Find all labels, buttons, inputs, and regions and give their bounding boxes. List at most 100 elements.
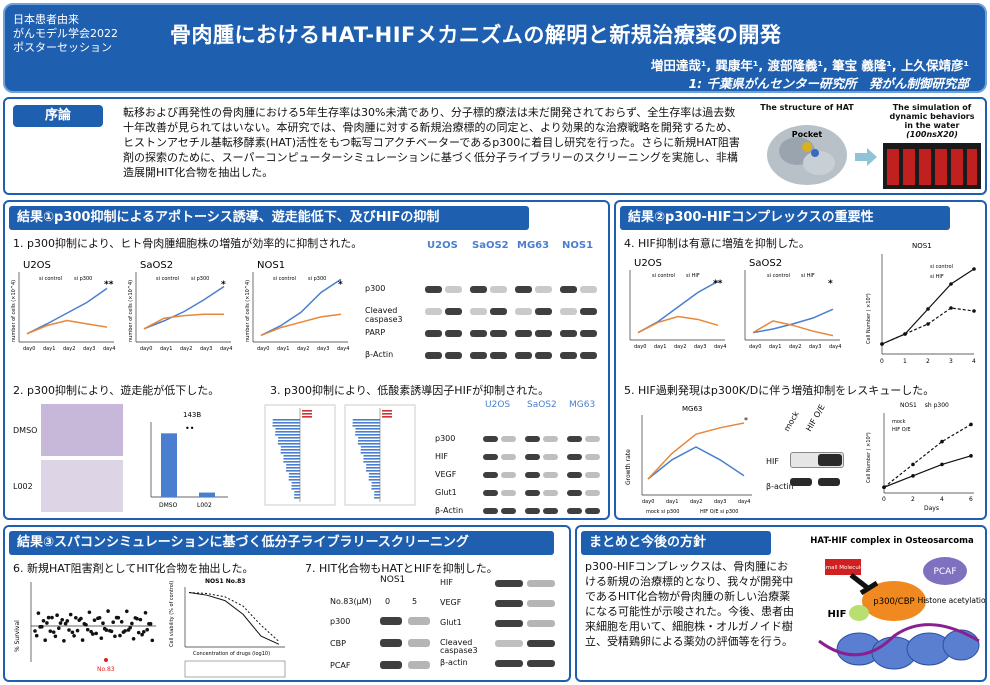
wb4-row-label: PCAF	[330, 661, 351, 670]
result1-sub2: 2. p300抑制により、遊走能が低下した。	[13, 384, 220, 397]
graph-title: U2OS	[634, 258, 662, 269]
wb-band	[445, 352, 462, 359]
wb4-row-label: p300	[330, 617, 351, 626]
gsea-bar	[275, 431, 300, 433]
wb-band	[543, 490, 558, 496]
gsea-bar	[286, 470, 300, 472]
gsea-bar	[294, 494, 300, 496]
wb-band	[495, 640, 523, 647]
wb-band	[525, 454, 540, 460]
acetylation-label: Histone acetylation	[918, 596, 985, 605]
series-line	[26, 287, 108, 335]
wb1-cell-label: MG63	[517, 240, 550, 251]
wb4-dose-label: No.83(μM)	[330, 597, 372, 606]
series-line	[143, 285, 225, 330]
wb-band	[585, 490, 600, 496]
x-tick-label: day1	[666, 499, 678, 505]
wb-band	[527, 620, 555, 627]
wb4-dose-0: 0	[385, 597, 391, 606]
series-line	[883, 423, 972, 488]
series-line	[752, 320, 834, 337]
wb-band	[535, 286, 552, 293]
series-line	[637, 280, 719, 334]
wb-band	[543, 472, 558, 478]
data-point	[136, 630, 141, 635]
data-point	[45, 621, 49, 625]
gsea-bar	[374, 491, 380, 493]
series-line	[883, 455, 972, 488]
wb-band	[560, 286, 577, 293]
x-tick-label: 2	[926, 358, 930, 365]
author-list: 増田達哉¹, 巽康年¹, 渡部隆義¹, 筆宝 義隆¹, 上久保靖彦¹	[650, 58, 969, 73]
legend-kd: si HIF	[930, 274, 944, 280]
data-point	[41, 618, 46, 623]
x-tick-label: 4	[972, 358, 976, 365]
significance-mark: *	[338, 280, 343, 290]
label-dmso: DMSO	[13, 426, 38, 435]
wb-band	[567, 436, 582, 442]
wb-band	[470, 308, 487, 315]
x-tick-label: day4	[337, 346, 349, 352]
intro-text: 転移および再発性の骨肉腫における5年生存率は30%未満であり、分子標的療法は未だ…	[123, 106, 740, 179]
summary-heading: まとめと今後の方針	[581, 531, 771, 555]
x-tick-label: day0	[140, 346, 152, 352]
legend-mock: mock si p300	[646, 509, 679, 515]
wb-band	[501, 472, 516, 478]
data-point	[131, 636, 136, 641]
wb1-row-label: β-Actin	[365, 350, 394, 359]
y-axis-label: number of cells (×10^4)	[128, 280, 134, 342]
data-point	[940, 439, 944, 444]
series-line	[260, 278, 342, 337]
y-axis-label: number of cells (×10^4)	[245, 280, 251, 342]
data-point	[972, 309, 976, 313]
result1-heading: 結果①p300抑制によるアポトーシス誘導、遊走能低下、及びHIFの抑制	[9, 206, 529, 230]
data-point	[926, 307, 930, 311]
bar-label: DMSO	[159, 502, 178, 509]
result2-sub5: 5. HIF過剰発現はp300K/Dに伴う増殖抑制をレスキューした。	[624, 384, 935, 397]
data-point	[84, 622, 88, 627]
y-axis-label: Cell Number ( ×10⁴)	[866, 432, 872, 483]
wb-band	[380, 617, 402, 625]
gsea-bar	[355, 434, 380, 436]
series-line	[637, 315, 719, 334]
x-tick-label: day1	[769, 344, 781, 350]
x-axis-label: Concentration of drugs (log10)	[193, 651, 270, 657]
gsea-bar	[278, 437, 300, 439]
nos1-shp300-graph: NOS1 sh p300 mock HIF O/E 0 2 4 6 Days Cell Numb…	[866, 402, 974, 512]
wb5-row-label: HIF	[440, 578, 453, 587]
wb-band	[527, 660, 555, 667]
wb-band	[585, 436, 600, 442]
wb-band	[525, 490, 540, 496]
protein-structure-image	[767, 125, 847, 185]
data-point	[55, 613, 59, 618]
gsea-bar	[366, 470, 380, 472]
gsea-bar	[366, 464, 380, 466]
x-tick-label: day2	[180, 346, 192, 352]
x-tick-label: 1	[903, 358, 907, 365]
western-blot-4: NOS1 No.83(μM) 0 5 p300 CBP PCAF	[330, 575, 430, 679]
data-point	[972, 267, 976, 271]
wb-band	[483, 508, 498, 514]
gsea-bar	[286, 467, 300, 469]
intro-heading: 序論	[13, 105, 103, 127]
legend-kd: si HIF	[686, 273, 700, 279]
hif-label: HIF	[828, 609, 847, 620]
data-point	[101, 621, 105, 626]
y-axis-label: Cell Number ( ×10⁴)	[866, 293, 872, 344]
graph-title: SaOS2	[749, 258, 782, 269]
wb2-cell-label: U2OS	[485, 400, 511, 410]
data-point	[969, 454, 973, 458]
hif-growth-panel: U2OS si control si HIF ** day0 day1 day2 day3 da…	[629, 258, 841, 350]
wb-band	[580, 330, 597, 337]
wb2-row-label: Glut1	[435, 488, 457, 497]
wb-band	[535, 330, 552, 337]
wb-band	[527, 580, 555, 587]
data-point	[99, 636, 104, 641]
wb-band	[408, 661, 430, 669]
wb-band	[408, 617, 430, 625]
wb1-row-label: PARP	[365, 328, 386, 337]
wb3-row-hif: HIF	[766, 457, 779, 466]
wb-band	[567, 508, 582, 514]
gsea-bar	[352, 422, 380, 424]
wb-band	[567, 454, 582, 460]
